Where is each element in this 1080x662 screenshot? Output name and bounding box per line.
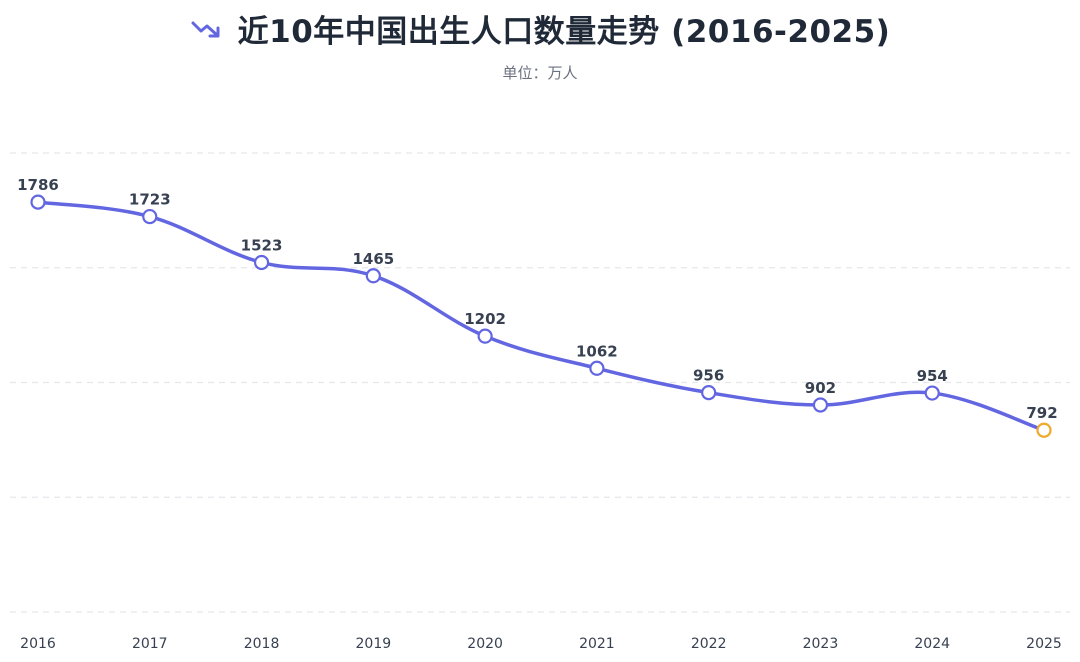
data-point[interactable] — [365, 268, 381, 284]
data-point[interactable] — [589, 360, 605, 376]
x-tick-label: 2025 — [1026, 636, 1062, 652]
data-label: 1786 — [17, 176, 59, 194]
x-axis-ticks: 2016 2017 2018 2019 2020 2021 2022 2023 2024 2025 — [20, 636, 1062, 652]
x-tick-label: 2024 — [914, 636, 950, 652]
data-point[interactable] — [142, 208, 158, 225]
data-label: 902 — [805, 379, 836, 397]
data-label: 956 — [693, 367, 724, 385]
data-point[interactable] — [477, 328, 493, 344]
data-points — [30, 194, 1052, 438]
x-tick-label: 2018 — [244, 636, 280, 652]
chart-title: 近10年中国出生人口数量走势 (2016-2025) — [237, 14, 891, 50]
data-label: 1723 — [129, 191, 171, 209]
x-tick-label: 2019 — [356, 636, 392, 652]
x-tick-label: 2020 — [467, 636, 503, 652]
data-label: 954 — [917, 367, 948, 385]
data-labels: 1786 1723 1523 1465 1202 1062 956 902 954 792 — [17, 176, 1058, 422]
data-point[interactable] — [924, 385, 940, 401]
series-line-group — [36, 200, 1046, 432]
x-tick-label: 2022 — [691, 636, 727, 652]
data-point[interactable] — [30, 194, 46, 210]
data-label: 792 — [1026, 404, 1057, 422]
x-tick-label: 2017 — [132, 636, 168, 652]
gridlines — [10, 152, 1070, 613]
x-tick-label: 2023 — [803, 636, 839, 652]
title-row: 近10年中国出生人口数量走势 (2016-2025) — [0, 6, 1080, 51]
data-point[interactable] — [701, 384, 717, 401]
data-point[interactable] — [812, 397, 829, 413]
data-point[interactable] — [253, 254, 270, 271]
data-label: 1202 — [464, 310, 506, 328]
chart-subtitle: 单位：万人 — [502, 64, 578, 82]
data-label: 1523 — [241, 236, 283, 254]
chart-header: 近10年中国出生人口数量走势 (2016-2025) 单位：万人 — [0, 0, 1080, 100]
x-tick-label: 2021 — [579, 636, 615, 652]
data-point[interactable] — [1036, 422, 1052, 438]
data-label: 1465 — [352, 250, 394, 268]
data-label: 1062 — [576, 342, 618, 360]
series-line — [36, 200, 1046, 432]
x-tick-label: 2016 — [20, 636, 56, 652]
trend-down-icon — [191, 21, 220, 37]
